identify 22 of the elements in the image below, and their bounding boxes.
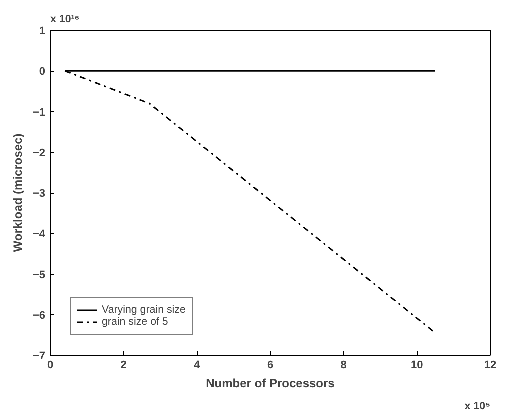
x-tick-label: 10 — [411, 360, 424, 372]
text: x 10¹⁶ — [50, 14, 80, 26]
x-tick-label: 4 — [194, 360, 202, 372]
y-tick-label: −3 — [32, 188, 46, 200]
x-tick-label: 8 — [340, 360, 347, 372]
y-tick-label: −5 — [32, 269, 46, 282]
y-tick-label: −6 — [32, 310, 46, 322]
legend-label: grain size of 5 — [102, 316, 168, 328]
x-tick-label: 6 — [267, 360, 274, 372]
y-tick-label: −2 — [32, 147, 46, 160]
x-tick-label: 12 — [484, 360, 497, 372]
x-axis-title: Number of Processors — [206, 376, 336, 390]
y-tick-label: −7 — [32, 350, 46, 362]
y-tick-label: −1 — [32, 106, 46, 119]
y-axis-title: Workload (microsec) — [10, 134, 25, 252]
x-tick-label: 2 — [120, 360, 127, 372]
y-tick-label: 0 — [39, 66, 46, 78]
y-tick-label: 1 — [39, 26, 46, 38]
legend-label: Varying grain size — [102, 304, 186, 316]
x-tick-label: 0 — [47, 360, 54, 372]
y-tick-label: −4 — [32, 228, 46, 241]
text: x 10⁵ — [464, 400, 491, 412]
